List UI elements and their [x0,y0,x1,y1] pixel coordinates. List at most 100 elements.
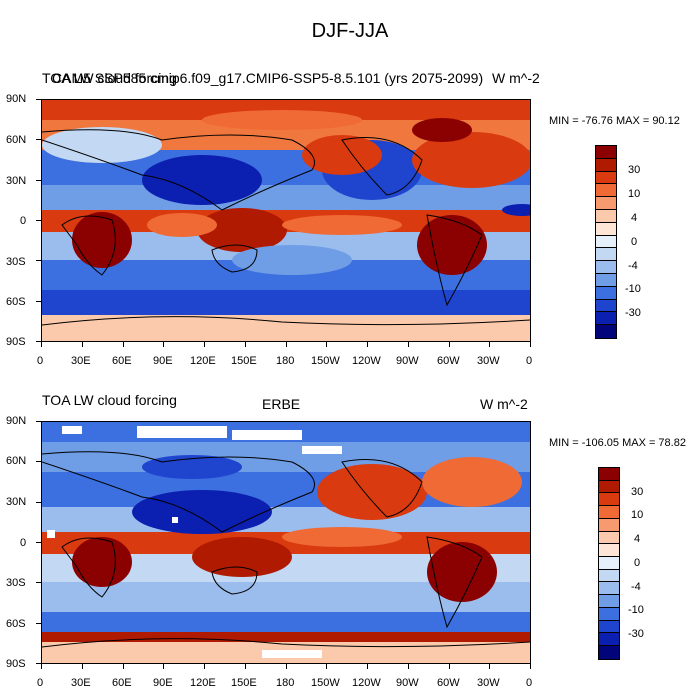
lon-tick [163,664,165,669]
colorbar-swatch [596,197,616,210]
panel1-lat-label: 30N [6,175,27,187]
panel1-lon-label: 30E [71,355,91,367]
lat-tick [36,99,41,100]
panel2-lon-label: 150E [231,677,257,689]
panel2-lon-label: 30E [71,677,91,689]
panel1-lon-label: 180 [276,355,295,367]
panel2-lat-label: 60N [6,455,27,467]
lat-tick [36,461,41,463]
colorbar-swatch [599,468,619,481]
panel2-lon-label: 90W [396,677,419,689]
panel2-lon-label: 90E [153,677,173,689]
lon-tick [285,664,287,669]
panel1-lon-label: 90W [396,355,419,367]
colorbar-swatch [599,544,619,558]
lat-tick [36,179,41,181]
colorbar-swatch [596,325,616,338]
lon-tick [367,342,368,347]
figure-title: DJF-JJA [311,20,389,42]
lon-tick [448,664,450,669]
panel2-lon-label: 30W [477,677,500,689]
panel2-lat-label: 30N [6,496,27,508]
panel1-colorbar-label: 0 [631,236,638,248]
lat-tick [36,260,41,262]
colorbar-swatch [596,209,616,223]
panel2-lon-label: 120W [352,677,381,689]
panel1-center-title: CAM5 SSP585 cmip6.f09_g17.CMIP6-SSP5-8.5… [52,70,484,86]
panel1-colorbar-label: -4 [628,260,638,272]
panel1-lon-label: 90E [153,355,173,367]
colorbar-swatch [596,312,616,326]
panel2-lon-label: 0 [37,677,44,689]
lon-tick [81,664,83,669]
panel1-lon-label: 60W [437,355,460,367]
colorbar-swatch [599,493,619,507]
lat-tick [36,341,41,342]
panel1-lon-label: 150E [231,355,257,367]
panel1-colorbar [595,145,617,339]
panel2-lon-label: 180 [276,677,295,689]
lon-tick [285,342,287,347]
colorbar-swatch [596,235,616,249]
colorbar-swatch [599,531,619,545]
panel2-units: W m^-2 [480,396,528,412]
panel2-lon-label: 120E [190,677,216,689]
panel1-lat-label: 0 [20,215,27,227]
lon-tick [204,342,205,347]
lat-tick [36,501,41,503]
colorbar-swatch [596,248,616,262]
colorbar-swatch [596,222,616,236]
colorbar-swatch [599,646,619,659]
colorbar-swatch [599,595,619,608]
lon-tick [41,664,42,669]
panel2-lon-label: 150W [311,677,340,689]
panel2-map-field [42,422,530,663]
colorbar-swatch [596,171,616,185]
panel1-lat-label: 60N [6,134,27,146]
panel1-min-max: MIN = -76.76 MAX = 90.12 [549,115,680,127]
lat-tick [36,663,41,664]
lon-tick [326,342,328,347]
lon-tick [244,342,246,347]
lon-tick [530,342,531,347]
colorbar-swatch [596,261,616,274]
panel2-colorbar [598,467,620,660]
panel1-colorbar-label: -30 [625,307,641,319]
lat-tick [36,139,41,141]
lon-tick [489,342,491,347]
lat-tick [36,300,41,302]
panel2-lon-label: 0 [526,677,533,689]
panel1-lon-label: 30W [477,355,500,367]
panel2-colorbar-label: 30 [631,486,644,498]
lon-tick [244,664,246,669]
colorbar-swatch [596,146,616,159]
panel1-lon-label: 120E [190,355,216,367]
colorbar-swatch [599,557,619,570]
colorbar-swatch [596,184,616,198]
panel2-lon-label: 60E [112,677,132,689]
lon-tick [204,664,205,669]
lon-tick [407,342,409,347]
panel2-lat-label: 90N [6,415,27,427]
panel2-lon-label: 60W [437,677,460,689]
lon-tick [41,342,42,347]
panel2-map [41,421,531,664]
panel1-colorbar-label: 4 [631,212,638,224]
lon-tick [367,664,368,669]
panel1-lon-label: 0 [526,355,533,367]
panel1-map [41,99,531,342]
colorbar-swatch [599,506,619,519]
panel2-min-max: MIN = -106.05 MAX = 78.82 [549,437,686,449]
lat-tick [36,421,41,422]
panel1-colorbar-label: -10 [625,283,641,295]
lon-tick [122,664,124,669]
panel1-lat-label: 30S [6,256,26,268]
colorbar-swatch [599,518,619,532]
lat-tick [36,542,41,543]
lat-tick [36,622,41,624]
panel1-colorbar-label: 10 [628,188,641,200]
panel2-lat-label: 90S [6,658,26,670]
colorbar-swatch [599,480,619,494]
panel2-center-title: ERBE [262,396,301,412]
lon-tick [122,342,124,347]
